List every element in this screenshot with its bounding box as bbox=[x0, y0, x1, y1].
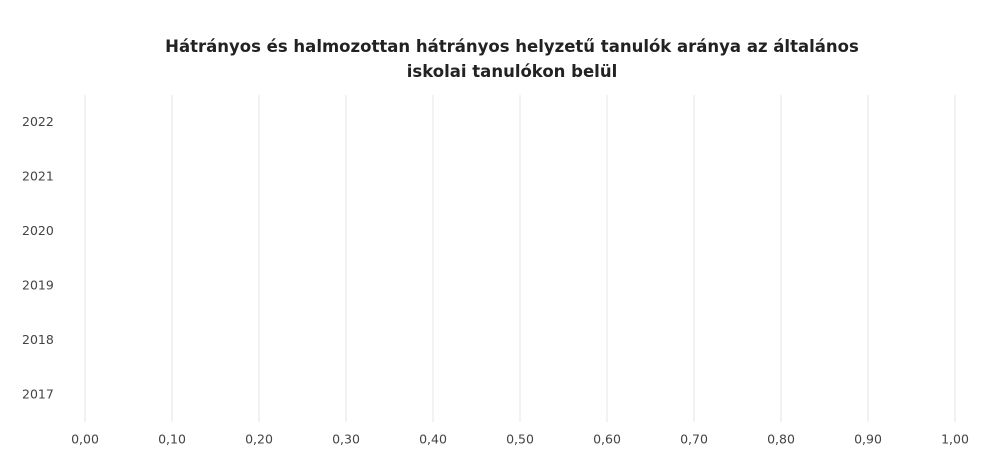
x-tick-label: 0,70 bbox=[680, 432, 708, 447]
y-tick-label: 2021 bbox=[22, 168, 54, 183]
x-tick-label: 0,10 bbox=[158, 432, 186, 447]
x-tick-label: 0,20 bbox=[245, 432, 273, 447]
x-tick-label: 1,00 bbox=[941, 432, 969, 447]
y-tick-label: 2022 bbox=[22, 114, 54, 129]
y-tick-label: 2020 bbox=[22, 223, 54, 238]
x-tick-label: 0,50 bbox=[506, 432, 534, 447]
x-tick-label: 0,80 bbox=[767, 432, 795, 447]
x-tick-label: 0,40 bbox=[419, 432, 447, 447]
x-tick-label: 0,60 bbox=[593, 432, 621, 447]
x-tick-label: 0,30 bbox=[332, 432, 360, 447]
x-tick-label: 0,00 bbox=[71, 432, 99, 447]
chart-title: Hátrányos és halmozottan hátrányos helyz… bbox=[165, 37, 859, 81]
y-tick-label: 2019 bbox=[22, 277, 54, 292]
y-tick-label: 2018 bbox=[22, 332, 54, 347]
x-tick-label: 0,90 bbox=[854, 432, 882, 447]
y-tick-label: 2017 bbox=[22, 386, 54, 401]
